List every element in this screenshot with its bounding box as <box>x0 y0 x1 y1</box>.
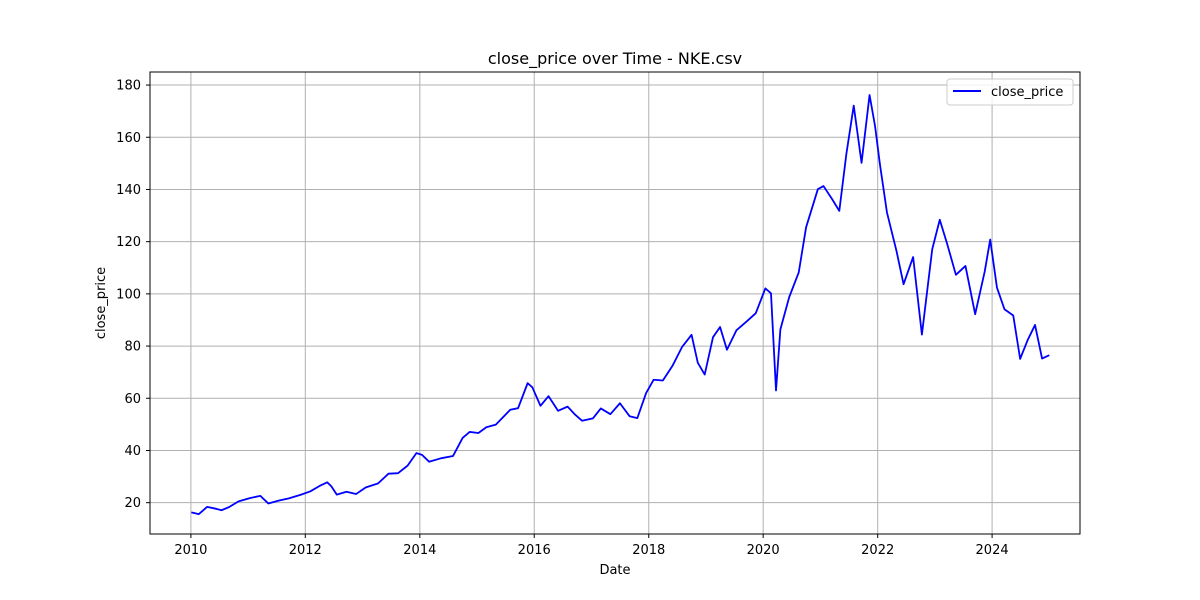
x-tick-label: 2010 <box>174 543 207 558</box>
x-tick-label: 2014 <box>403 543 436 558</box>
legend: close_price <box>946 78 1074 106</box>
y-tick-label: 100 <box>116 287 141 302</box>
chart-title: close_price over Time - NKE.csv <box>488 49 742 69</box>
y-tick-label: 160 <box>116 131 141 146</box>
x-tick-label: 2020 <box>747 543 780 558</box>
x-tick-label: 2016 <box>518 543 551 558</box>
legend-box <box>946 78 1074 106</box>
y-tick-label: 20 <box>124 496 141 511</box>
series-layer <box>191 94 1050 516</box>
series-line-close-price <box>191 94 1050 516</box>
y-tick-label: 60 <box>124 392 141 407</box>
grid <box>150 72 1080 534</box>
x-tick-label: 2024 <box>976 543 1009 558</box>
plot-frame <box>149 71 1081 535</box>
ticks: 2010 2012 2014 2016 2018 2020 2022 2024 20 40 60 80… <box>116 79 1008 558</box>
y-tick-label: 80 <box>124 340 141 355</box>
y-tick-label: 120 <box>116 235 141 250</box>
y-tick-label: 180 <box>116 79 141 94</box>
x-tick-label: 2022 <box>861 543 894 558</box>
legend-label: close_price <box>991 85 1063 100</box>
x-tick-label: 2012 <box>289 543 322 558</box>
y-tick-label: 40 <box>124 444 141 459</box>
y-axis-label: close_price <box>94 267 109 339</box>
x-axis-label: Date <box>599 563 630 578</box>
x-tick-label: 2018 <box>632 543 665 558</box>
y-tick-label: 140 <box>116 183 141 198</box>
